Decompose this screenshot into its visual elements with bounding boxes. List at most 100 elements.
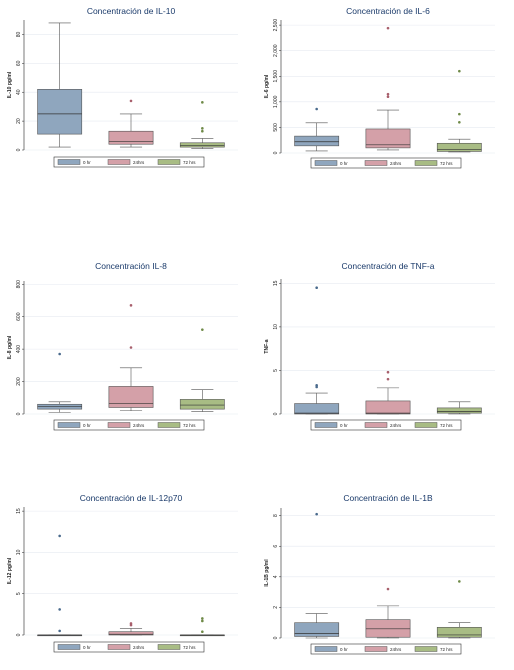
box-72hrs [436,401,482,415]
legend-swatch [107,159,131,165]
legend-label: 24hrs [133,423,145,428]
y-tick-label: 40 [16,89,22,95]
box-72hrs [436,580,482,639]
y-tick-label: 0 [273,412,279,415]
chart-title: Concentración IL-8 [95,261,167,271]
legend: 0 hr 24hrs 72 hrs [53,156,205,168]
legend-swatch [314,422,338,428]
legend-swatch [157,159,181,165]
y-tick-label: 15 [16,508,22,514]
chart-il6: Concentración de IL-6 0 500 1,000 1,500 2,000… [264,6,495,169]
legend-swatch [57,159,81,165]
legend-swatch [107,644,131,650]
outlier-point [386,95,390,99]
y-axis-label: TNF-a [264,339,270,353]
outlier-point [315,286,318,290]
y-tick-label: 6 [273,545,279,548]
y-tick-label: 2,500 [273,19,279,32]
outlier-point [129,622,133,625]
outlier-point [458,69,461,73]
outlier-point [315,383,318,387]
y-tick-label: 4 [273,575,279,578]
y-tick-label: 1,500 [273,70,279,83]
y-tick-label: 2 [273,606,279,609]
panel-il6: Concentración de IL-6 0 500 1,000 1,500 2,000… [257,0,514,175]
box-0hr [37,352,83,413]
y-tick-label: 0 [273,151,279,154]
legend-swatch [157,422,181,428]
y-tick-label: 0 [273,636,279,639]
chart-il12p70: Concentración de IL-12p70 0 5 10 15 IL-12 pg/… [7,493,238,653]
y-tick-label: 10 [273,324,279,330]
box-body [294,622,340,637]
outlier-point [386,377,390,381]
chart-title: Concentración de IL-6 [346,6,430,16]
legend: 0 hr 24hrs 72 hrs [53,419,205,431]
box-body [436,407,482,414]
legend-label: 0 hr [340,423,348,428]
box-0hr [37,534,83,637]
legend: 0 hr 24hrs 72 hrs [310,419,462,431]
outlier-point [201,127,204,130]
y-tick-label: 8 [273,514,279,517]
box-body [436,626,482,638]
legend-swatch [157,644,181,650]
legend-label: 24hrs [390,423,402,428]
outlier-point [201,101,204,104]
outlier-point [386,26,390,30]
outlier-point [58,352,61,356]
box-24hrs [108,622,154,636]
box-24hrs [365,370,411,415]
box-body [108,631,154,636]
outlier-point [315,107,318,111]
legend-label: 72 hrs [183,160,196,165]
chart-title: Concentración de TNF-a [342,261,435,271]
legend-swatch [107,422,131,428]
y-tick-label: 5 [16,592,22,595]
box-72hrs [179,101,225,149]
y-tick-label: 1,000 [273,95,279,108]
y-axis-label: IL-8 pg/ml [7,335,13,359]
outlier-point [201,617,204,620]
box-body [294,403,340,415]
y-axis-label: IL-6 pg/ml [264,74,270,98]
legend-swatch [57,422,81,428]
outlier-point [315,512,318,516]
outlier-point [458,580,461,583]
box-24hrs [365,26,411,151]
y-tick-label: 800 [16,280,22,289]
chart-title: Concentración de IL-10 [87,6,176,16]
y-tick-label: 5 [273,369,279,372]
panel-tnfa: Concentración de TNF-a 0 5 10 15 TNF-a 0 hr 24h… [257,255,514,435]
box-body [294,135,340,147]
outlier-point [386,370,390,374]
box-body [37,89,83,135]
y-tick-label: 10 [16,549,22,555]
legend: 0 hr 24hrs 72 hrs [310,157,462,169]
legend-label: 72 hrs [183,423,196,428]
outlier-point [201,328,204,331]
y-axis-label: IL-12 pg/ml [7,557,13,584]
outlier-point [201,619,204,623]
box-0hr [294,107,340,152]
legend-swatch [414,160,438,166]
legend-swatch [314,160,338,166]
y-tick-label: 80 [16,31,22,37]
legend-label: 72 hrs [440,423,453,428]
y-tick-label: 0 [16,633,22,636]
y-tick-label: 20 [16,118,22,124]
legend-label: 0 hr [340,647,348,652]
panel-il8: Concentración IL-8 0 200 400 600 800 IL-8 pg/m… [0,255,257,435]
outlier-point [386,587,390,591]
box-body [108,130,154,145]
legend-swatch [414,422,438,428]
box-72hrs [179,617,225,637]
chart-il1b: Concentración de IL-1B 0 2 4 6 8 IL-1B pg/ml 0 … [264,493,495,655]
legend-label: 0 hr [83,645,91,650]
legend-label: 24hrs [390,161,402,166]
legend: 0 hr 24hrs 72 hrs [53,641,205,653]
box-72hrs [436,69,482,153]
outlier-point [58,629,61,633]
y-tick-label: 60 [16,60,22,66]
box-body [179,399,225,410]
